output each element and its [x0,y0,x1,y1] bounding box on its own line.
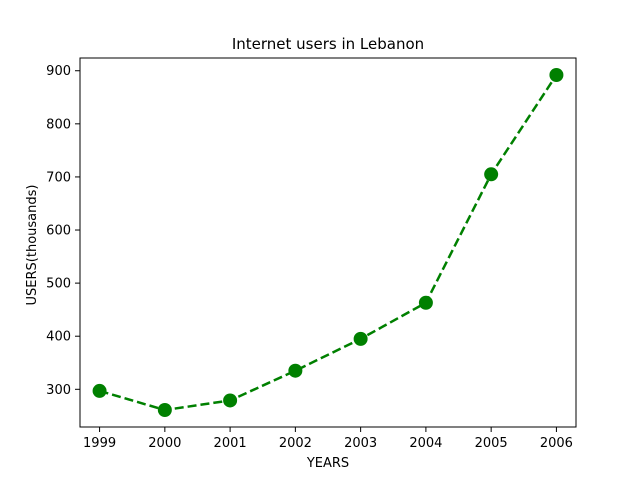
x-tick-label: 2002 [279,436,312,451]
x-tick-label: 2006 [540,436,573,451]
data-point [484,167,499,182]
data-point [549,67,564,82]
x-tick-label: 2004 [409,436,442,451]
series-line [99,74,558,412]
data-point [92,383,107,398]
data-point [353,331,368,346]
y-tick-label: 600 [46,224,71,239]
y-axis: 300 400 500 600 700 800 900 [46,64,80,398]
x-tick-label: 2001 [214,436,247,451]
data-point [157,403,172,418]
y-tick-label: 700 [46,170,71,185]
plot-frame [79,57,577,428]
y-tick-label: 400 [46,330,71,345]
data-point [223,393,238,408]
x-axis: 1999 2000 2001 2002 2003 2004 2005 2006 [83,427,573,451]
x-tick-label: 2003 [344,436,377,451]
y-tick-label: 900 [46,64,71,79]
x-tick-label: 1999 [83,436,116,451]
series-layer [92,67,564,418]
data-point [288,363,303,378]
x-tick-label: 2005 [475,436,508,451]
x-tick-label: 2000 [148,436,181,451]
y-axis-label: USERS(thousands) [25,185,40,306]
y-tick-label: 800 [46,117,71,132]
data-point [418,295,433,310]
chart-title: Internet users in Lebanon [232,35,424,53]
y-tick-label: 500 [46,277,71,292]
x-axis-label: YEARS [306,456,349,471]
y-tick-label: 300 [46,383,71,398]
plot-area [79,57,577,428]
